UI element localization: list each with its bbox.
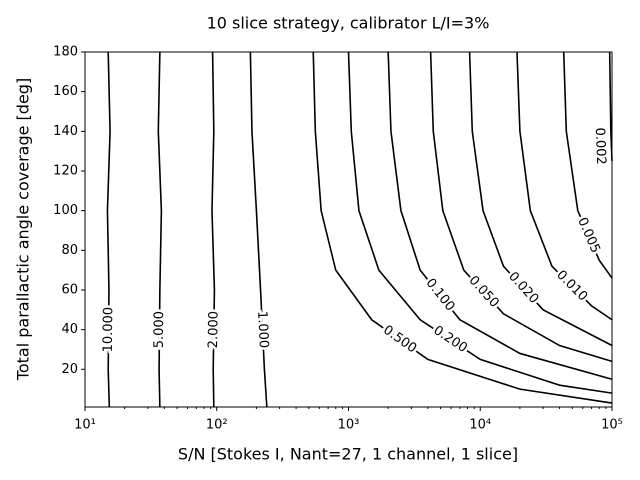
contour-line [516,51,613,321]
y-tick-label: 140 [53,124,78,139]
contour-line [106,51,111,408]
contour-line [387,51,613,381]
y-tick-label: 20 [61,362,78,377]
contour-line [429,51,613,363]
y-tick-label: 80 [61,243,78,258]
y-axis-label: Total parallactic angle coverage [deg] [14,78,33,381]
x-tick-label: 10¹ [74,418,96,433]
contour-line [468,51,613,347]
contour-line [249,51,268,408]
x-axis-label: S/N [Stokes I, Nant=27, 1 channel, 1 sli… [178,445,518,464]
plot-frame [84,51,613,408]
y-tick-label: 120 [53,163,78,178]
contour-label: 10.000 [101,307,116,353]
y-tick-label: 60 [61,282,78,297]
y-tick-label: 180 [53,45,78,60]
contour-line [312,51,613,404]
y-tick-label: 100 [53,203,78,218]
contour-label: 0.020 [505,269,541,307]
contour-line [211,51,216,408]
contour-line [347,51,613,394]
x-tick-label: 10³ [338,418,360,433]
chart-title: 10 slice strategy, calibrator L/I=3% [207,14,490,33]
y-tick-label: 40 [61,322,78,337]
x-tick-label: 10⁴ [469,418,491,433]
contour-label: 5.000 [152,311,167,348]
contour-label: 0.500 [380,323,419,357]
x-tick-label: 10² [206,418,228,433]
contour-label: 0.050 [466,273,502,311]
contour-label: 0.200 [431,323,470,356]
contour-line [157,51,163,408]
x-tick-label: 10⁵ [601,418,623,433]
contour-label: 0.002 [592,127,608,165]
contour-line [562,51,613,279]
y-tick-label: 160 [53,84,78,99]
contour-label: 1.000 [254,311,271,349]
contour-label: 2.000 [206,311,222,348]
contour-label: 0.010 [553,268,590,305]
contour-label: 0.005 [574,215,603,255]
contour-label: 0.100 [423,276,458,314]
